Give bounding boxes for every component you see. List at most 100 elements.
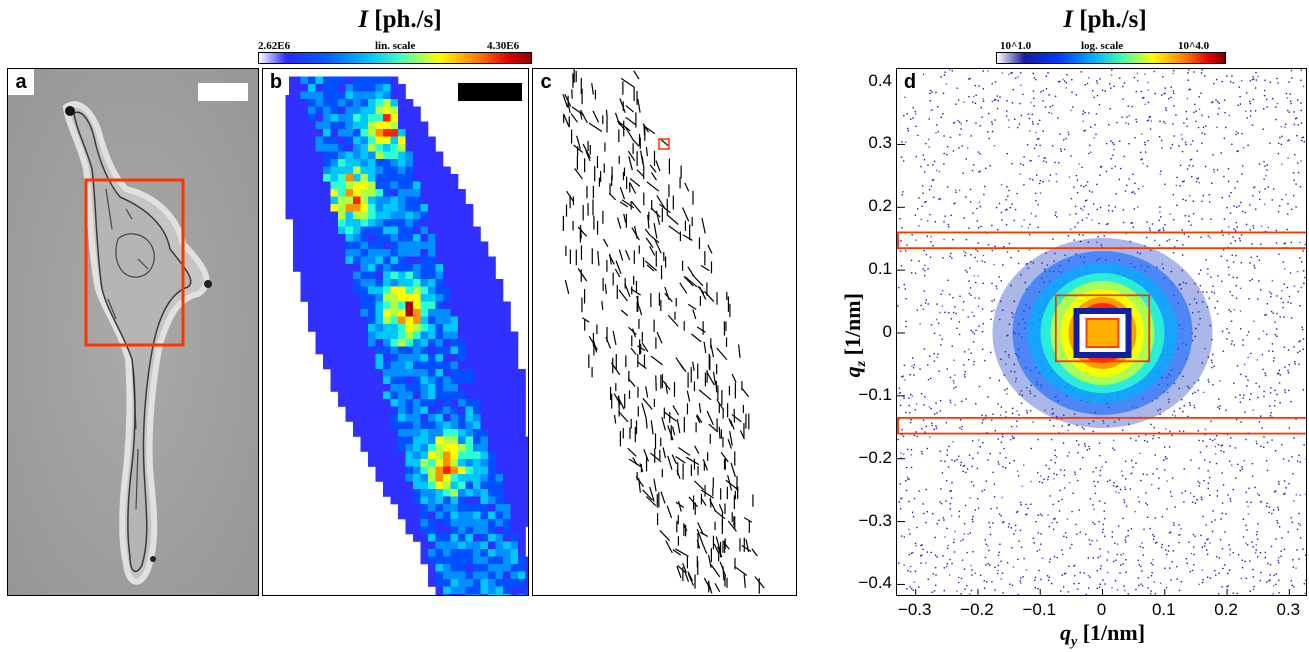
panel-d-letter: d <box>897 69 923 95</box>
intensity-pixel <box>525 451 528 460</box>
noise-dot <box>1191 176 1193 178</box>
intensity-pixel <box>518 496 526 505</box>
intensity-pixel <box>510 504 519 512</box>
orientation-dash <box>692 309 697 320</box>
noise-dot <box>1061 425 1064 427</box>
noise-dot <box>1006 208 1008 211</box>
noise-dot <box>998 276 1000 278</box>
noise-dot <box>1293 179 1295 181</box>
noise-dot <box>936 523 939 525</box>
orientation-dash <box>579 109 588 124</box>
noise-dot <box>1173 382 1176 385</box>
noise-dot <box>1092 471 1094 473</box>
noise-dot <box>972 485 975 487</box>
intensity-pixel <box>390 346 399 355</box>
intensity-pixel <box>473 496 481 505</box>
noise-dot <box>1166 240 1168 242</box>
intensity-pixel <box>308 256 316 265</box>
noise-dot <box>1153 581 1155 583</box>
noise-dot <box>1193 406 1196 409</box>
noise-dot <box>1120 554 1122 556</box>
intensity-pixel <box>323 279 331 287</box>
noise-dot <box>936 124 938 126</box>
intensity-pixel <box>323 211 331 220</box>
intensity-pixel <box>503 594 511 595</box>
orientation-dash <box>627 150 636 162</box>
noise-dot <box>1172 251 1175 254</box>
intensity-pixel <box>510 496 519 505</box>
noise-dot <box>1230 310 1232 313</box>
noise-dot <box>1299 340 1301 342</box>
intensity-pixel <box>405 414 414 422</box>
noise-dot <box>1234 240 1237 242</box>
noise-dot <box>1151 223 1154 225</box>
intensity-pixel <box>420 481 429 490</box>
intensity-pixel <box>390 189 399 197</box>
intensity-pixel <box>480 264 489 272</box>
intensity-pixel <box>390 196 399 205</box>
noise-dot <box>1227 168 1230 170</box>
noise-dot <box>1213 171 1215 173</box>
noise-dot <box>1008 323 1011 325</box>
intensity-pixel <box>398 91 406 100</box>
intensity-pixel <box>308 129 316 137</box>
noise-dot <box>942 113 944 115</box>
noise-dot <box>1164 183 1166 185</box>
noise-dot <box>1173 92 1175 95</box>
noise-dot <box>1276 522 1279 524</box>
intensity-pixel <box>525 579 528 587</box>
noise-dot <box>1232 236 1234 238</box>
noise-dot <box>1006 387 1008 390</box>
intensity-pixel <box>458 414 466 422</box>
noise-dot <box>1067 424 1070 426</box>
intensity-pixel <box>420 174 429 182</box>
noise-dot <box>1253 585 1255 588</box>
orientation-dash <box>562 94 569 108</box>
intensity-pixel <box>353 121 361 130</box>
noise-dot <box>908 553 911 556</box>
intensity-pixel <box>465 429 474 437</box>
noise-dot <box>1025 514 1027 516</box>
noise-dot <box>963 217 965 219</box>
intensity-pixel <box>368 211 376 220</box>
noise-dot <box>929 436 931 438</box>
intensity-pixel <box>495 556 504 565</box>
noise-dot <box>902 435 905 438</box>
intensity-pixel <box>450 481 459 490</box>
noise-dot <box>1186 97 1188 100</box>
intensity-pixel <box>420 189 429 197</box>
noise-dot <box>1160 216 1162 218</box>
intensity-pixel <box>368 114 376 122</box>
noise-dot <box>1210 101 1213 104</box>
noise-dot <box>1020 577 1022 579</box>
noise-dot <box>1149 593 1152 595</box>
intensity-pixel <box>435 444 444 452</box>
intensity-pixel <box>375 339 384 347</box>
intensity-pixel <box>308 166 316 175</box>
noise-dot <box>1195 120 1197 123</box>
noise-dot <box>1221 512 1223 515</box>
noise-dot <box>1173 524 1175 526</box>
intensity-pixel <box>495 286 504 295</box>
noise-dot <box>944 311 946 314</box>
noise-dot <box>1226 328 1228 330</box>
noise-dot <box>1020 84 1022 87</box>
intensity-pixel <box>488 511 496 520</box>
intensity-pixel <box>473 406 481 415</box>
intensity-pixel <box>480 414 489 422</box>
intensity-pixel <box>360 436 369 445</box>
noise-dot <box>1166 457 1168 460</box>
noise-dot <box>1111 167 1113 170</box>
intensity-pixel <box>428 346 436 355</box>
intensity-pixel <box>308 144 316 152</box>
intensity-pixel <box>458 391 466 400</box>
intensity-pixel <box>390 369 399 377</box>
noise-dot <box>1233 344 1235 346</box>
noise-dot <box>1282 458 1285 460</box>
intensity-pixel <box>360 361 369 370</box>
noise-dot <box>923 348 926 350</box>
noise-dot <box>916 208 919 210</box>
intensity-pixel <box>488 549 496 557</box>
intensity-pixel <box>360 301 369 310</box>
intensity-pixel <box>323 324 331 332</box>
